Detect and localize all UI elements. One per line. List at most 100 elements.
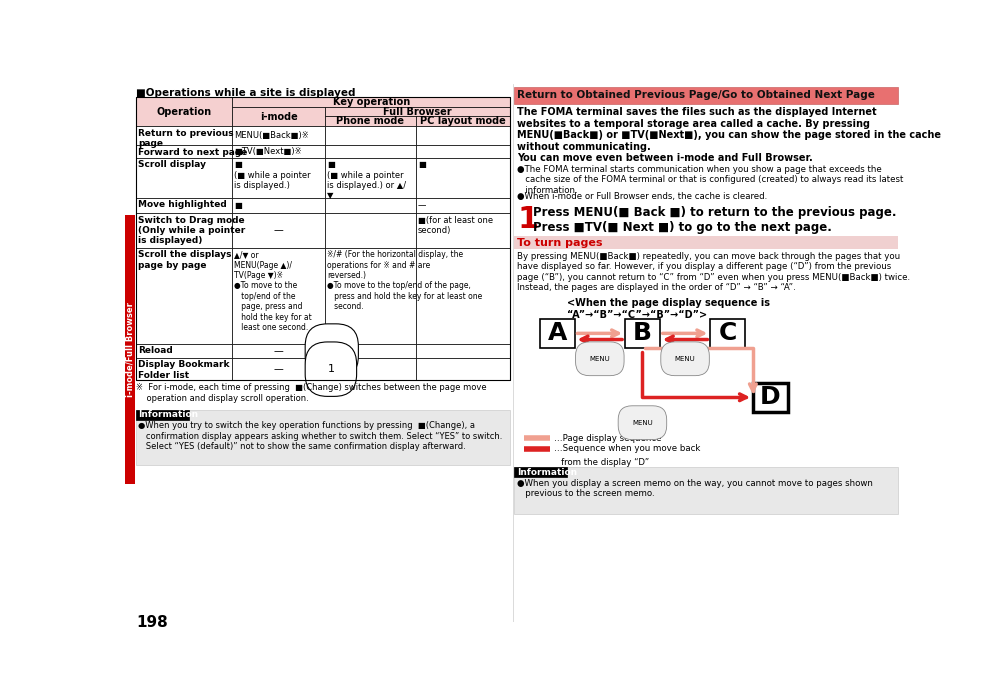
Text: ●When i-mode or Full Browser ends, the cache is cleared.: ●When i-mode or Full Browser ends, the c… [518, 192, 768, 201]
Bar [325, 158, 415, 198]
Bar [325, 145, 415, 158]
Bar [415, 127, 511, 145]
Bar [515, 236, 898, 249]
Bar [325, 344, 415, 358]
Bar [125, 215, 135, 484]
Bar [232, 107, 325, 127]
Text: ■TV(■Next■)※: ■TV(■Next■)※ [234, 147, 302, 156]
Text: Return to Obtained Previous Page/Go to Obtained Next Page: Return to Obtained Previous Page/Go to O… [518, 90, 875, 101]
Bar [515, 468, 567, 477]
Bar [125, 84, 513, 622]
Text: To turn pages: To turn pages [518, 238, 603, 247]
Bar [325, 107, 511, 116]
Bar [540, 319, 575, 348]
Text: Forward to next page: Forward to next page [138, 147, 247, 157]
Text: C: C [719, 322, 737, 345]
Text: PC layout mode: PC layout mode [420, 116, 506, 127]
Bar [232, 344, 325, 358]
Bar [232, 213, 325, 248]
Text: ■(for at least one
second): ■(for at least one second) [418, 215, 493, 235]
Bar [325, 248, 415, 344]
Text: 1: 1 [518, 205, 539, 233]
Text: ●The FOMA terminal starts communication when you show a page that exceeds the
  : ●The FOMA terminal starts communication … [518, 165, 904, 194]
Text: ■: ■ [234, 201, 242, 210]
Bar [136, 213, 232, 248]
Text: ■
(■ while a pointer
is displayed.) or ▲/
▼: ■ (■ while a pointer is displayed.) or ▲… [327, 160, 406, 201]
Text: Information: Information [138, 410, 198, 419]
Text: 1: 1 [327, 364, 334, 374]
Bar [415, 145, 511, 158]
Text: ■
(■ while a pointer
is displayed.): ■ (■ while a pointer is displayed.) [234, 160, 311, 190]
Text: ■Operations while a site is displayed: ■Operations while a site is displayed [136, 89, 355, 99]
Text: Switch to Drag mode
(Only while a pointer
is displayed): Switch to Drag mode (Only while a pointe… [138, 215, 245, 245]
Text: Information: Information [518, 468, 578, 477]
Text: The FOMA terminal saves the files such as the displayed Internet
websites to a t: The FOMA terminal saves the files such a… [518, 107, 941, 152]
Text: Press MENU(■ Back ■) to return to the previous page.
Press ■TV(■ Next ■) to go t: Press MENU(■ Back ■) to return to the pr… [533, 206, 896, 233]
Text: …Page display sequence: …Page display sequence [554, 433, 662, 442]
Bar [136, 358, 232, 380]
Text: O: O [327, 346, 336, 356]
Bar [415, 116, 511, 127]
Text: ●When you display a screen memo on the way, you cannot move to pages shown
   pr: ●When you display a screen memo on the w… [518, 479, 873, 498]
Text: i-mode/Full Browser: i-mode/Full Browser [126, 302, 135, 397]
Text: 198: 198 [136, 615, 168, 630]
Bar [415, 358, 511, 380]
Text: Move highlighted: Move highlighted [138, 200, 227, 209]
Text: —: — [418, 201, 426, 210]
Text: ▲/▼ or
MENU(Page ▲)/
TV(Page ▼)※
●To move to the
   top/end of the
   page, pres: ▲/▼ or MENU(Page ▲)/ TV(Page ▼)※ ●To mov… [234, 250, 312, 332]
Text: i-mode: i-mode [259, 112, 297, 122]
Bar [232, 145, 325, 158]
Bar [515, 87, 898, 104]
Bar [136, 158, 232, 198]
Text: ■: ■ [418, 160, 426, 169]
Text: MENU: MENU [590, 356, 611, 362]
Bar [136, 145, 232, 158]
Bar [325, 213, 415, 248]
Bar [415, 213, 511, 248]
Text: ※  For i-mode, each time of pressing  ■(Change) switches between the page move
 : ※ For i-mode, each time of pressing ■(Ch… [136, 384, 486, 403]
Text: Scroll the displays
page by page: Scroll the displays page by page [138, 250, 232, 270]
Text: MENU(■Back■)※: MENU(■Back■)※ [234, 131, 309, 140]
Text: Operation: Operation [156, 107, 211, 117]
Text: Display Bookmark
Folder list: Display Bookmark Folder list [138, 360, 230, 380]
Text: …Sequence when you move back: …Sequence when you move back [554, 445, 700, 454]
Bar [136, 410, 188, 419]
Text: ※/# (For the horizontal display, the
operations for ※ and # are
reversed.)
●To m: ※/# (For the horizontal display, the ope… [327, 250, 482, 311]
Bar [325, 358, 415, 380]
Text: You can move even between i-mode and Full Browser.: You can move even between i-mode and Ful… [518, 153, 813, 163]
Text: D: D [760, 385, 781, 410]
Text: Key operation: Key operation [332, 97, 409, 107]
Bar [232, 358, 325, 380]
Bar [325, 198, 415, 213]
Bar [415, 158, 511, 198]
Bar [136, 97, 511, 380]
Bar [232, 97, 511, 107]
Bar [711, 319, 745, 348]
Text: ●When you try to switch the key operation functions by pressing  ■(Change), a
  : ●When you try to switch the key operatio… [137, 421, 502, 451]
Text: MENU: MENU [675, 356, 696, 362]
Text: By pressing MENU(■Back■) repeatedly, you can move back through the pages that yo: By pressing MENU(■Back■) repeatedly, you… [518, 252, 910, 292]
Text: <When the page display sequence is
“A”→“B”→“C”→“B”→“D”>: <When the page display sequence is “A”→“… [567, 298, 770, 319]
Text: B: B [633, 322, 652, 345]
Bar [136, 97, 232, 127]
Bar [232, 198, 325, 213]
Text: —: — [273, 346, 283, 356]
Bar [232, 158, 325, 198]
Text: —: — [273, 364, 283, 374]
Bar [513, 84, 901, 622]
Bar [625, 319, 660, 348]
Text: A: A [548, 322, 567, 345]
Bar [753, 382, 788, 412]
Bar [232, 127, 325, 145]
Text: Scroll display: Scroll display [138, 160, 206, 169]
Bar [515, 468, 898, 514]
Text: —: — [273, 226, 283, 236]
Bar [136, 248, 232, 344]
Text: from the display “D”: from the display “D” [562, 458, 650, 467]
Bar [325, 127, 415, 145]
Text: Reload: Reload [138, 347, 173, 356]
Bar [136, 198, 232, 213]
Bar [136, 127, 232, 145]
Bar [136, 410, 511, 465]
Bar [232, 248, 325, 344]
